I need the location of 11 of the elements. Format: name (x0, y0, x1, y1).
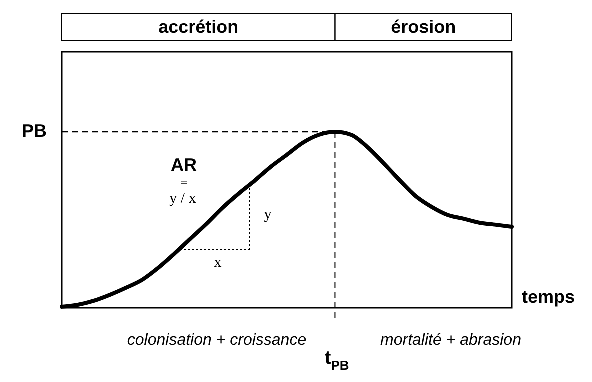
x-axis-title: temps (522, 287, 576, 307)
annotation: x (214, 255, 222, 271)
text: mortalité + abrasion (380, 332, 522, 349)
annotation: y (264, 207, 272, 223)
annotation: = (180, 175, 188, 190)
text: colonisation + croissance (127, 332, 307, 349)
text: érosion (391, 17, 456, 37)
annotation: AR (171, 155, 197, 175)
annotation: y / x (170, 191, 197, 207)
ref-line-label: PB (22, 121, 48, 141)
text: accrétion (158, 17, 239, 37)
